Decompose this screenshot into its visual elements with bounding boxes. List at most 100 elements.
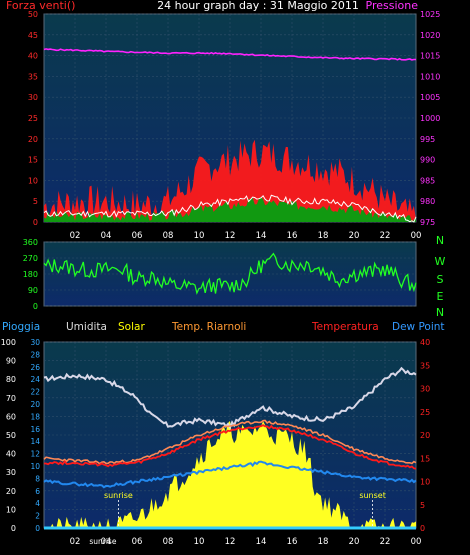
x-tick-label: 10 [194,231,205,241]
y-tick-label: 180 [23,270,38,279]
x-tick-label: 00 [411,537,422,547]
compass-letter: S [437,273,444,286]
sunrise-tick-label: sunrise [89,537,116,546]
y-tick-label: 0 [11,524,16,533]
x-tick-label: 16 [287,231,298,241]
y-tick-label-right: 1005 [420,93,440,102]
y-tick-label: 90 [28,286,38,295]
legend-item: Temp. Riarnoli [171,321,246,333]
inner-tick-label: 0 [35,524,40,533]
inner-tick-label: 4 [35,499,40,508]
inner-tick-label: 14 [30,437,40,446]
y-tick-label: 15 [28,156,38,165]
temperature-series [44,424,417,470]
x-tick-label: 04 [101,231,112,241]
y-tick-label: 90 [6,357,16,366]
y-tick-label: 70 [6,394,16,403]
y-tick-label: 50 [6,431,16,440]
inner-tick-label: 8 [35,474,40,483]
x-tick-label: 12 [225,537,236,547]
x-tick-label: 20 [349,231,360,241]
y-tick-label: 30 [6,468,16,477]
wind-gust-series [44,139,416,222]
inner-tick-label: 26 [30,363,40,372]
x-tick-label: 00 [411,231,422,241]
y-tick-label-right: 20 [420,431,430,440]
x-tick-label: 22 [380,231,391,241]
x-tick-label: 04 [101,537,112,547]
legend-item: Solar [118,321,145,333]
x-tick-label: 16 [287,537,298,547]
y-tick-label: 30 [28,93,38,102]
x-tick-label: 10 [194,537,205,547]
y-tick-label: 80 [6,375,16,384]
y-tick-label-right: 40 [420,338,430,347]
y-tick-label-right: 1015 [420,52,440,61]
y-tick-label-right: 975 [420,218,435,227]
compass-letter: E [437,290,444,303]
x-tick-label: 02 [70,537,81,547]
y-tick-label-right: 25 [420,408,430,417]
y-tick-label: 40 [28,52,38,61]
y-tick-label: 100 [1,338,16,347]
y-tick-label: 10 [28,176,38,185]
chart-title: 24 hour graph day : 31 Maggio 2011 [157,0,359,12]
y-tick-label: 0 [33,302,38,311]
sunset-label: sunset [359,491,386,500]
y-tick-label-right: 1020 [420,31,440,40]
wind-speed-series [43,194,417,223]
inner-tick-label: 20 [30,400,40,409]
inner-tick-label: 22 [30,388,40,397]
x-tick-label: 14 [256,537,267,547]
y-tick-label-right: 990 [420,156,435,165]
y-tick-label: 20 [6,487,16,496]
y-tick-label: 360 [23,238,38,247]
y-tick-label: 20 [28,135,38,144]
compass-letter: W [435,255,446,268]
wind-pressure-panel: 0510152025303540455097598098599099510001… [28,10,441,241]
x-tick-label: 20 [349,537,360,547]
x-tick-label: 06 [132,231,143,241]
y-tick-label-right: 5 [420,501,425,510]
y-tick-label: 270 [23,254,38,263]
inner-tick-label: 2 [35,512,40,521]
inner-tick-label: 18 [30,412,40,421]
legend: Pioggia Umidita Solar Temp. Riarnoli Tempera… [2,321,445,333]
x-tick-label: 18 [318,231,329,241]
y-tick-label-right: 30 [420,385,430,394]
y-tick-label-right: 1000 [420,114,440,123]
y-tick-label: 45 [28,31,38,40]
y-tick-label-right: 1025 [420,10,440,19]
y-tick-label: 25 [28,114,38,123]
inner-tick-label: 24 [30,375,40,384]
compass-letter: N [436,234,444,247]
wind-direction-series [43,252,417,295]
humidity-series [43,366,417,430]
y-tick-label-right: 0 [420,524,425,533]
dew-point-series [43,460,417,489]
inner-tick-label: 30 [30,338,40,347]
wind-avg-series [44,197,416,222]
compass-letter: N [436,306,444,319]
temp-humidity-panel: sunrise sunset010203040506070809010002468… [1,338,430,547]
x-tick-label: 12 [225,231,236,241]
solar-series [44,420,416,528]
x-tick-label: 02 [70,231,81,241]
legend-item: Temperatura [311,321,379,333]
y-tick-label: 60 [6,412,16,421]
y-tick-label: 35 [28,72,38,81]
inner-tick-label: 28 [30,350,40,359]
y-tick-label-right: 995 [420,135,435,144]
legend-item: Pioggia [2,321,40,333]
legend-item: Umidita [66,321,107,333]
y-tick-label-right: 980 [420,197,435,206]
y-tick-label: 5 [33,197,38,206]
x-tick-label: 22 [380,537,391,547]
wind-direction-panel: 0 90 180 270 360 [23,238,417,311]
y-tick-label-right: 10 [420,478,430,487]
y-tick-label-right: 1010 [420,72,440,81]
y-tick-label: 40 [6,450,16,459]
temp-riarnoli-series [43,419,417,465]
